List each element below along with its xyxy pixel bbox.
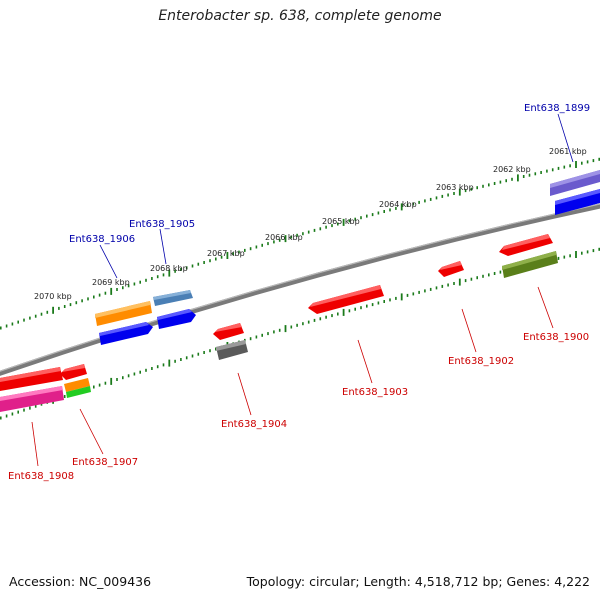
gene-label-ent638-1906[interactable]: Ent638_1906 [69,234,135,245]
accession-text: Accession: NC_009436 [9,574,152,589]
gene-ent638-1899-blue[interactable] [555,189,600,215]
gene-ent638-1899-purple[interactable] [550,170,600,196]
scale-label: 2064 kbp [379,200,417,209]
gene-label-ent638-1902[interactable]: Ent638_1902 [448,356,514,367]
gene-ent638-1907-green[interactable] [66,386,91,398]
leader-ent638-1899 [557,113,574,163]
gene-ent638-1906-orange[interactable] [95,301,152,326]
leader-ent638-1903 [357,339,373,384]
leader-ent638-1907 [79,408,104,455]
scale-labels: 2061 kbp 2062 kbp 2063 kbp 2064 kbp 2065… [34,147,587,301]
leader-ent638-1906 [99,244,118,279]
gene-label-ent638-1905[interactable]: Ent638_1905 [129,219,195,230]
gene-ent638-1906-blue[interactable] [99,322,153,345]
gene-ent638-1900-red[interactable] [499,234,553,256]
scale-label: 2066 kbp [265,233,303,242]
gene-ent638-1908-red[interactable] [0,367,63,391]
leader-ent638-1908 [31,421,39,467]
gene-ent638-1908-pink[interactable] [0,386,64,412]
gene-ent638-1905-blue[interactable] [157,309,196,329]
gene-features [0,170,600,412]
scale-label: 2069 kbp [92,278,130,287]
scale-label: 2063 kbp [436,183,474,192]
gene-ent638-1905-steel[interactable] [153,290,193,306]
scale-label: 2065 kbp [322,217,360,226]
gene-ent638-1904-gray[interactable] [216,340,248,360]
gene-label-ent638-1900[interactable]: Ent638_1900 [523,332,589,343]
label-leaders [31,113,574,467]
gene-ent638-1902[interactable] [438,261,464,277]
scale-label: 2067 kbp [207,249,245,258]
gene-ent638-1903[interactable] [308,285,384,314]
gene-label-ent638-1907[interactable]: Ent638_1907 [72,457,138,468]
gene-label-ent638-1908[interactable]: Ent638_1908 [8,471,74,482]
map-title: Enterobacter sp. 638, complete genome [158,8,442,24]
scale-label: 2062 kbp [493,165,531,174]
gene-label-ent638-1903[interactable]: Ent638_1903 [342,387,408,398]
gene-ent638-1900-olive[interactable] [502,251,558,278]
leader-ent638-1904 [237,372,252,416]
gene-label-ent638-1904[interactable]: Ent638_1904 [221,419,287,430]
scale-label: 2070 kbp [34,292,72,301]
genome-summary-text: Topology: circular; Length: 4,518,712 bp… [246,574,590,589]
scale-label: 2061 kbp [549,147,587,156]
gene-label-ent638-1899[interactable]: Ent638_1899 [524,103,590,114]
leader-ent638-1902 [461,308,477,353]
gene-ent638-1907-orange[interactable] [64,378,90,392]
gene-ent638-1904-red[interactable] [213,323,244,340]
genome-backbone [0,203,600,376]
outer-tick-row [0,157,600,330]
gene-ent638-1907-red[interactable] [60,364,87,380]
scale-label: 2068 kbp [150,264,188,273]
leader-ent638-1900 [537,286,554,329]
leader-ent638-1905 [159,228,167,265]
